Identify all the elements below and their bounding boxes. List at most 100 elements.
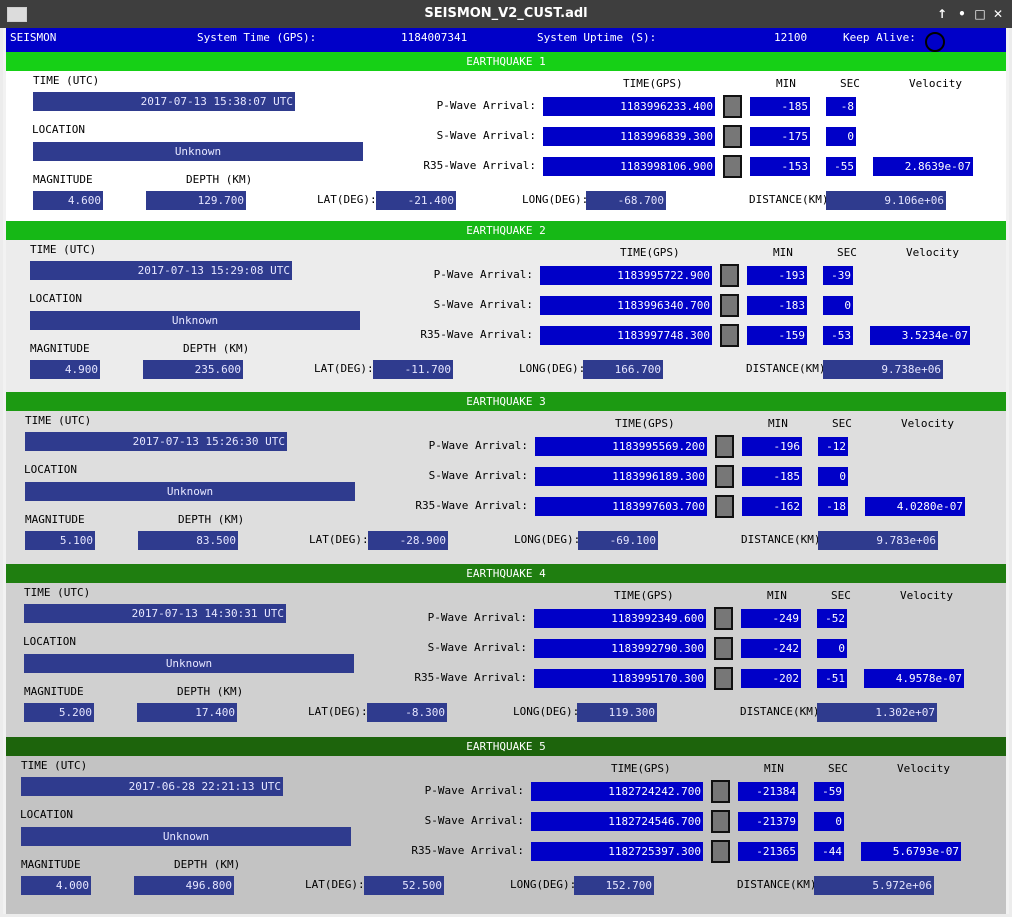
p-wave-gps-field: 1183995569.200 <box>535 437 707 456</box>
long-label: LONG(DEG): <box>519 362 586 375</box>
p-wave-indicator[interactable] <box>711 780 730 803</box>
location-field: Unknown <box>25 482 355 501</box>
p-wave-label: P-Wave Arrival: <box>436 99 536 112</box>
r35-wave-gps-field: 1183998106.900 <box>543 157 715 176</box>
distance-field: 9.106e+06 <box>826 191 946 210</box>
earthquake-panel: EARTHQUAKE 3 TIME (UTC) 2017-07-13 15:26… <box>6 392 1006 564</box>
s-wave-indicator[interactable] <box>711 810 730 833</box>
r35-wave-indicator[interactable] <box>714 667 733 690</box>
s-wave-indicator[interactable] <box>720 294 739 317</box>
keep-above-button[interactable]: ↑ <box>936 7 948 21</box>
time-utc-field: 2017-07-13 14:30:31 UTC <box>24 604 286 623</box>
r35-wave-gps-field: 1183995170.300 <box>534 669 706 688</box>
long-field: 119.300 <box>577 703 657 722</box>
location-field: Unknown <box>24 654 354 673</box>
r35-wave-gps-field: 1183997603.700 <box>535 497 707 516</box>
title-bar[interactable]: SEISMON_V2_CUST.adl ↑ • □ ✕ <box>0 0 1012 28</box>
p-wave-sec-field: -39 <box>823 266 853 285</box>
s-wave-gps-field: 1183996189.300 <box>535 467 707 486</box>
long-label: LONG(DEG): <box>510 878 577 891</box>
depth-field: 496.800 <box>134 876 234 895</box>
r35-wave-indicator[interactable] <box>711 840 730 863</box>
r35-wave-label: R35-Wave Arrival: <box>420 328 533 341</box>
s-wave-label: S-Wave Arrival: <box>424 814 524 827</box>
p-wave-gps-field: 1182724242.700 <box>531 782 703 801</box>
s-wave-indicator[interactable] <box>714 637 733 660</box>
magnitude-label: MAGNITUDE <box>30 342 90 355</box>
r35-wave-velocity-field: 2.8639e-07 <box>873 157 973 176</box>
p-wave-label: P-Wave Arrival: <box>433 268 533 281</box>
sec-label: SEC <box>840 77 860 90</box>
depth-field: 235.600 <box>143 360 243 379</box>
r35-wave-indicator[interactable] <box>720 324 739 347</box>
app-window-icon[interactable] <box>7 7 27 22</box>
status-bar: SEISMON System Time (GPS): 1184007341 Sy… <box>6 28 1006 52</box>
r35-wave-sec-field: -44 <box>814 842 844 861</box>
earthquake-body: TIME (UTC) 2017-07-13 14:30:31 UTC LOCAT… <box>0 583 997 737</box>
s-wave-label: S-Wave Arrival: <box>427 641 527 654</box>
window-title: SEISMON_V2_CUST.adl <box>424 6 588 21</box>
sec-label: SEC <box>832 417 852 430</box>
sec-label: SEC <box>837 246 857 259</box>
location-field: Unknown <box>33 142 363 161</box>
distance-field: 5.972e+06 <box>814 876 934 895</box>
distance-label: DISTANCE(KM): <box>746 362 833 375</box>
distance-label: DISTANCE(KM): <box>740 705 827 718</box>
p-wave-indicator[interactable] <box>720 264 739 287</box>
r35-wave-min-field: -21365 <box>738 842 798 861</box>
s-wave-indicator[interactable] <box>715 465 734 488</box>
r35-wave-indicator[interactable] <box>723 155 742 178</box>
time-gps-label: TIME(GPS) <box>623 77 683 90</box>
s-wave-label: S-Wave Arrival: <box>433 298 533 311</box>
r35-wave-velocity-field: 4.9578e-07 <box>864 669 964 688</box>
s-wave-sec-field: 0 <box>814 812 844 831</box>
s-wave-sec-field: 0 <box>818 467 848 486</box>
time-utc-label: TIME (UTC) <box>24 586 91 599</box>
magnitude-label: MAGNITUDE <box>24 685 84 698</box>
magnitude-field: 5.100 <box>25 531 95 550</box>
depth-label: DEPTH (KM) <box>186 173 253 186</box>
earthquake-title: EARTHQUAKE 1 <box>6 52 1006 71</box>
distance-field: 9.738e+06 <box>823 360 943 379</box>
uptime-value: 12100 <box>774 31 808 44</box>
earthquake-panel: EARTHQUAKE 4 TIME (UTC) 2017-07-13 14:30… <box>6 564 1006 737</box>
lat-field: -21.400 <box>376 191 456 210</box>
p-wave-gps-field: 1183995722.900 <box>540 266 712 285</box>
maximize-button[interactable]: □ <box>974 7 986 21</box>
minimize-button[interactable]: • <box>958 7 966 21</box>
distance-field: 9.783e+06 <box>818 531 938 550</box>
time-gps-label: TIME(GPS) <box>614 589 674 602</box>
earthquake-body: TIME (UTC) 2017-07-13 15:38:07 UTC LOCAT… <box>6 71 1006 221</box>
min-label: MIN <box>776 77 796 90</box>
s-wave-min-field: -175 <box>750 127 810 146</box>
long-field: -68.700 <box>586 191 666 210</box>
earthquake-title: EARTHQUAKE 4 <box>6 564 1006 583</box>
close-button[interactable]: ✕ <box>992 7 1004 21</box>
s-wave-indicator[interactable] <box>723 125 742 148</box>
s-wave-label: S-Wave Arrival: <box>428 469 528 482</box>
r35-wave-label: R35-Wave Arrival: <box>414 671 527 684</box>
location-label: LOCATION <box>32 123 85 136</box>
earthquake-title: EARTHQUAKE 2 <box>6 221 1006 240</box>
r35-wave-indicator[interactable] <box>715 495 734 518</box>
r35-wave-gps-field: 1183997748.300 <box>540 326 712 345</box>
p-wave-indicator[interactable] <box>723 95 742 118</box>
min-label: MIN <box>768 417 788 430</box>
s-wave-gps-field: 1183992790.300 <box>534 639 706 658</box>
location-field: Unknown <box>30 311 360 330</box>
lat-field: 52.500 <box>364 876 444 895</box>
long-field: 166.700 <box>583 360 663 379</box>
time-utc-label: TIME (UTC) <box>33 74 100 87</box>
magnitude-label: MAGNITUDE <box>25 513 85 526</box>
s-wave-min-field: -21379 <box>738 812 798 831</box>
time-utc-label: TIME (UTC) <box>21 759 88 772</box>
p-wave-indicator[interactable] <box>715 435 734 458</box>
location-label: LOCATION <box>24 463 77 476</box>
app-label: SEISMON <box>10 31 57 44</box>
r35-wave-min-field: -202 <box>741 669 801 688</box>
lat-label: LAT(DEG): <box>309 533 369 546</box>
p-wave-indicator[interactable] <box>714 607 733 630</box>
long-field: 152.700 <box>574 876 654 895</box>
lat-field: -11.700 <box>373 360 453 379</box>
